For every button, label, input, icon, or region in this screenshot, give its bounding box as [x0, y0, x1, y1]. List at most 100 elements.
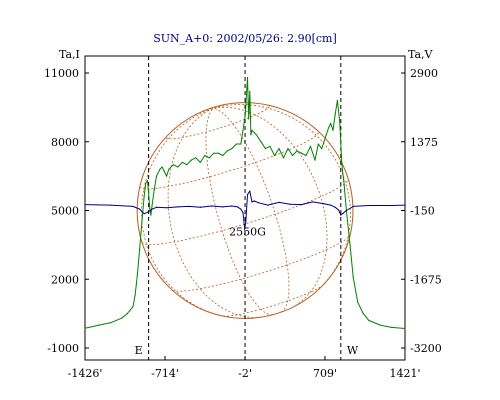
limb-marker-label: E [135, 344, 143, 357]
data-point [289, 203, 291, 205]
limb-marker-label: W [347, 344, 359, 357]
data-point [245, 221, 247, 223]
data-point [204, 154, 206, 157]
data-point [161, 166, 163, 168]
latitude-line [172, 235, 351, 292]
data-point [149, 207, 151, 209]
x-tick-label: -2' [238, 367, 252, 380]
data-point [317, 143, 319, 145]
data-point [188, 205, 190, 208]
data-point [251, 201, 253, 203]
field-strength-annotation: 2550G [229, 226, 266, 239]
data-point [139, 248, 141, 251]
data-point [226, 150, 228, 152]
data-point [150, 214, 152, 216]
data-point [342, 212, 344, 214]
data-point [132, 205, 134, 208]
data-point [172, 164, 174, 166]
data-point [146, 180, 149, 182]
longitude-line [213, 104, 351, 290]
data-point [190, 159, 192, 161]
x-tick-label: 709' [313, 367, 337, 380]
data-point [181, 161, 183, 163]
data-point [278, 148, 280, 150]
data-point [126, 313, 128, 315]
data-point [250, 134, 252, 136]
axis-ticks: 11000 8000 5000 2000 -1000 2900 1375 -150 -1675 -… [44, 67, 442, 380]
data-point [240, 143, 242, 145]
data-point [321, 148, 323, 150]
left-tick-label: 11000 [44, 67, 79, 80]
latitude-line [141, 178, 349, 246]
latitude-line [139, 131, 320, 190]
left-tick-label: 2000 [51, 273, 79, 286]
data-point [337, 209, 340, 211]
data-point [334, 206, 336, 208]
right-tick-label: 2900 [410, 67, 438, 80]
left-axis-label: Ta,I [59, 48, 80, 61]
data-point [345, 209, 348, 212]
data-point [151, 208, 153, 210]
data-point [143, 213, 145, 215]
data-point [253, 200, 255, 202]
data-point [287, 148, 289, 150]
left-tick-label: 8000 [51, 136, 79, 149]
data-point [352, 276, 354, 278]
limb-markers: E W 2550G [135, 56, 359, 360]
data-point [134, 294, 136, 296]
data-point [248, 118, 250, 120]
data-point [139, 208, 141, 210]
data-point [362, 313, 364, 315]
chart-title: SUN_A+0: 2002/05/26: 2.90[cm] [153, 32, 337, 45]
data-point [278, 201, 280, 203]
data-point [404, 204, 406, 206]
data-point [145, 182, 147, 184]
data-point [253, 131, 255, 134]
data-point [231, 205, 233, 207]
data-point [323, 203, 325, 205]
data-point [98, 324, 100, 326]
data-point [109, 322, 112, 324]
data-point [323, 141, 325, 143]
data-point [314, 159, 316, 161]
data-point [282, 157, 285, 159]
data-point [222, 154, 224, 157]
right-axis-label: Ta,V [408, 48, 434, 61]
data-point [368, 319, 370, 322]
data-point [236, 206, 239, 208]
data-point [357, 301, 359, 303]
data-point [155, 175, 158, 177]
data-point [151, 205, 153, 207]
latitude-line [223, 284, 324, 317]
left-tick-label: 5000 [51, 205, 79, 218]
data-point [177, 166, 179, 168]
data-point [325, 134, 327, 136]
data-point [260, 141, 262, 143]
data-point [141, 221, 143, 223]
data-point [404, 327, 406, 330]
data-point [368, 204, 370, 207]
data-point [330, 204, 332, 206]
data-point [242, 129, 244, 131]
latitude-line [165, 105, 270, 140]
data-point [390, 326, 392, 328]
right-tick-label: -1675 [410, 273, 442, 286]
right-tick-label: 1375 [410, 136, 438, 149]
data-point [330, 122, 332, 125]
data-point [231, 148, 233, 150]
data-point [217, 152, 219, 154]
data-point [244, 113, 246, 115]
data-point [343, 184, 345, 186]
data-point [296, 150, 298, 152]
data-point [235, 143, 237, 145]
data-point [199, 206, 201, 208]
data-point [159, 168, 161, 170]
longitude-line [213, 106, 328, 309]
data-point [352, 205, 354, 208]
longitude-line [205, 107, 273, 316]
right-tick-label: -150 [410, 205, 435, 218]
x-tick-label: 1421' [389, 367, 420, 380]
data-point [84, 204, 86, 206]
data-point [222, 206, 224, 208]
